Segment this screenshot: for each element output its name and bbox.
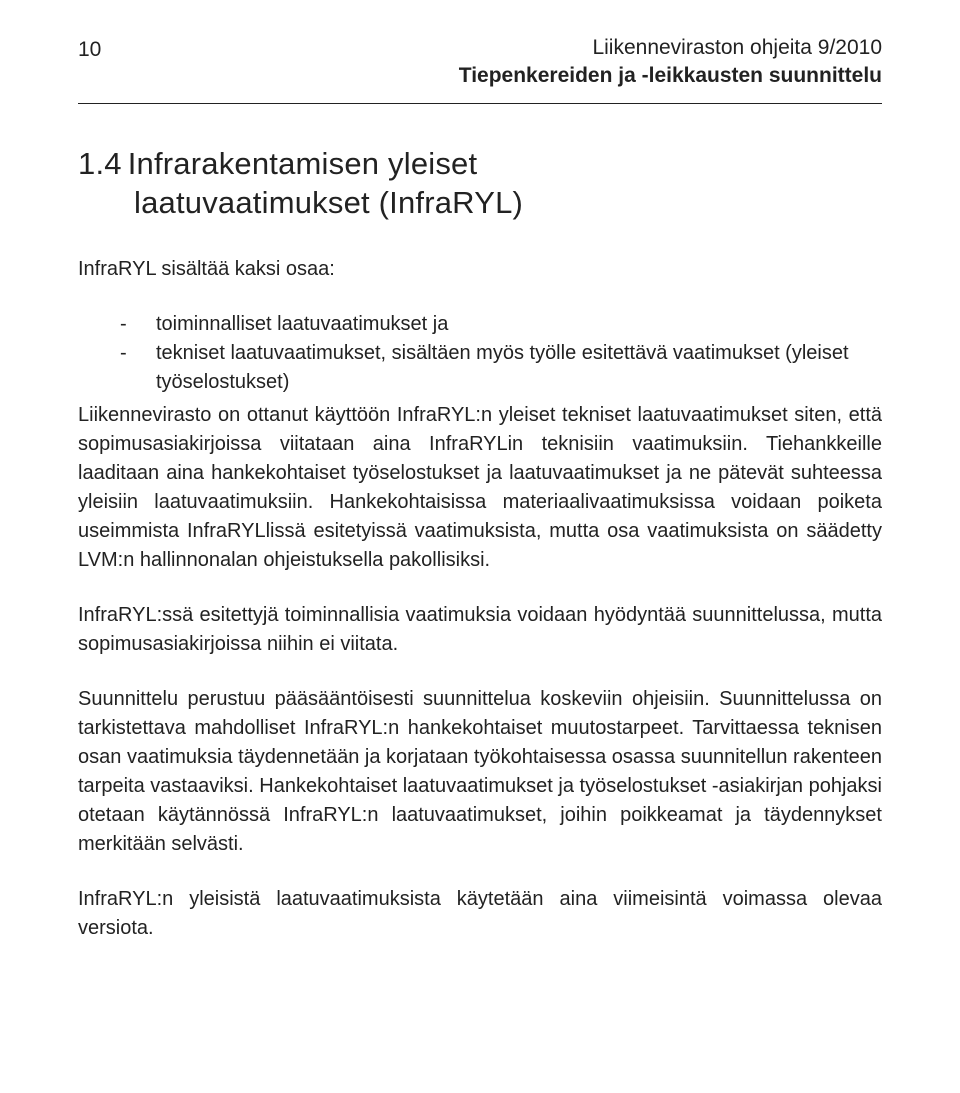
- body-text: InfraRYL sisältää kaksi osaa: toiminnall…: [78, 255, 882, 943]
- page-header: 10 Liikenneviraston ohjeita 9/2010 Tiepe…: [78, 34, 882, 91]
- section-title-line2: laatuvaatimukset (InfraRYL): [134, 183, 882, 223]
- header-right-block: Liikenneviraston ohjeita 9/2010 Tiepenke…: [459, 34, 882, 91]
- section-title-line1: Infrarakentamisen yleiset: [128, 146, 478, 181]
- intro-line: InfraRYL sisältää kaksi osaa:: [78, 255, 882, 284]
- list-item: tekniset laatuvaatimukset, sisältäen myö…: [78, 339, 882, 397]
- paragraph: Suunnittelu perustuu pääsääntöisesti suu…: [78, 685, 882, 859]
- bullet-list: toiminnalliset laatuvaatimukset ja tekni…: [78, 310, 882, 397]
- section-heading: 1.4Infrarakentamisen yleiset laatuvaatim…: [78, 144, 882, 223]
- paragraph: InfraRYL:ssä esitettyjä toiminnallisia v…: [78, 601, 882, 659]
- page-number: 10: [78, 34, 101, 63]
- paragraph: Liikennevirasto on ottanut käyttöön Infr…: [78, 401, 882, 575]
- header-doc-title: Tiepenkereiden ja -leikkausten suunnitte…: [459, 62, 882, 90]
- section-number: 1.4: [78, 144, 122, 184]
- list-item: toiminnalliset laatuvaatimukset ja: [78, 310, 882, 339]
- header-rule: [78, 103, 882, 104]
- paragraph: InfraRYL:n yleisistä laatuvaatimuksista …: [78, 885, 882, 943]
- document-page: 10 Liikenneviraston ohjeita 9/2010 Tiepe…: [0, 0, 960, 1093]
- header-series-title: Liikenneviraston ohjeita 9/2010: [459, 34, 882, 62]
